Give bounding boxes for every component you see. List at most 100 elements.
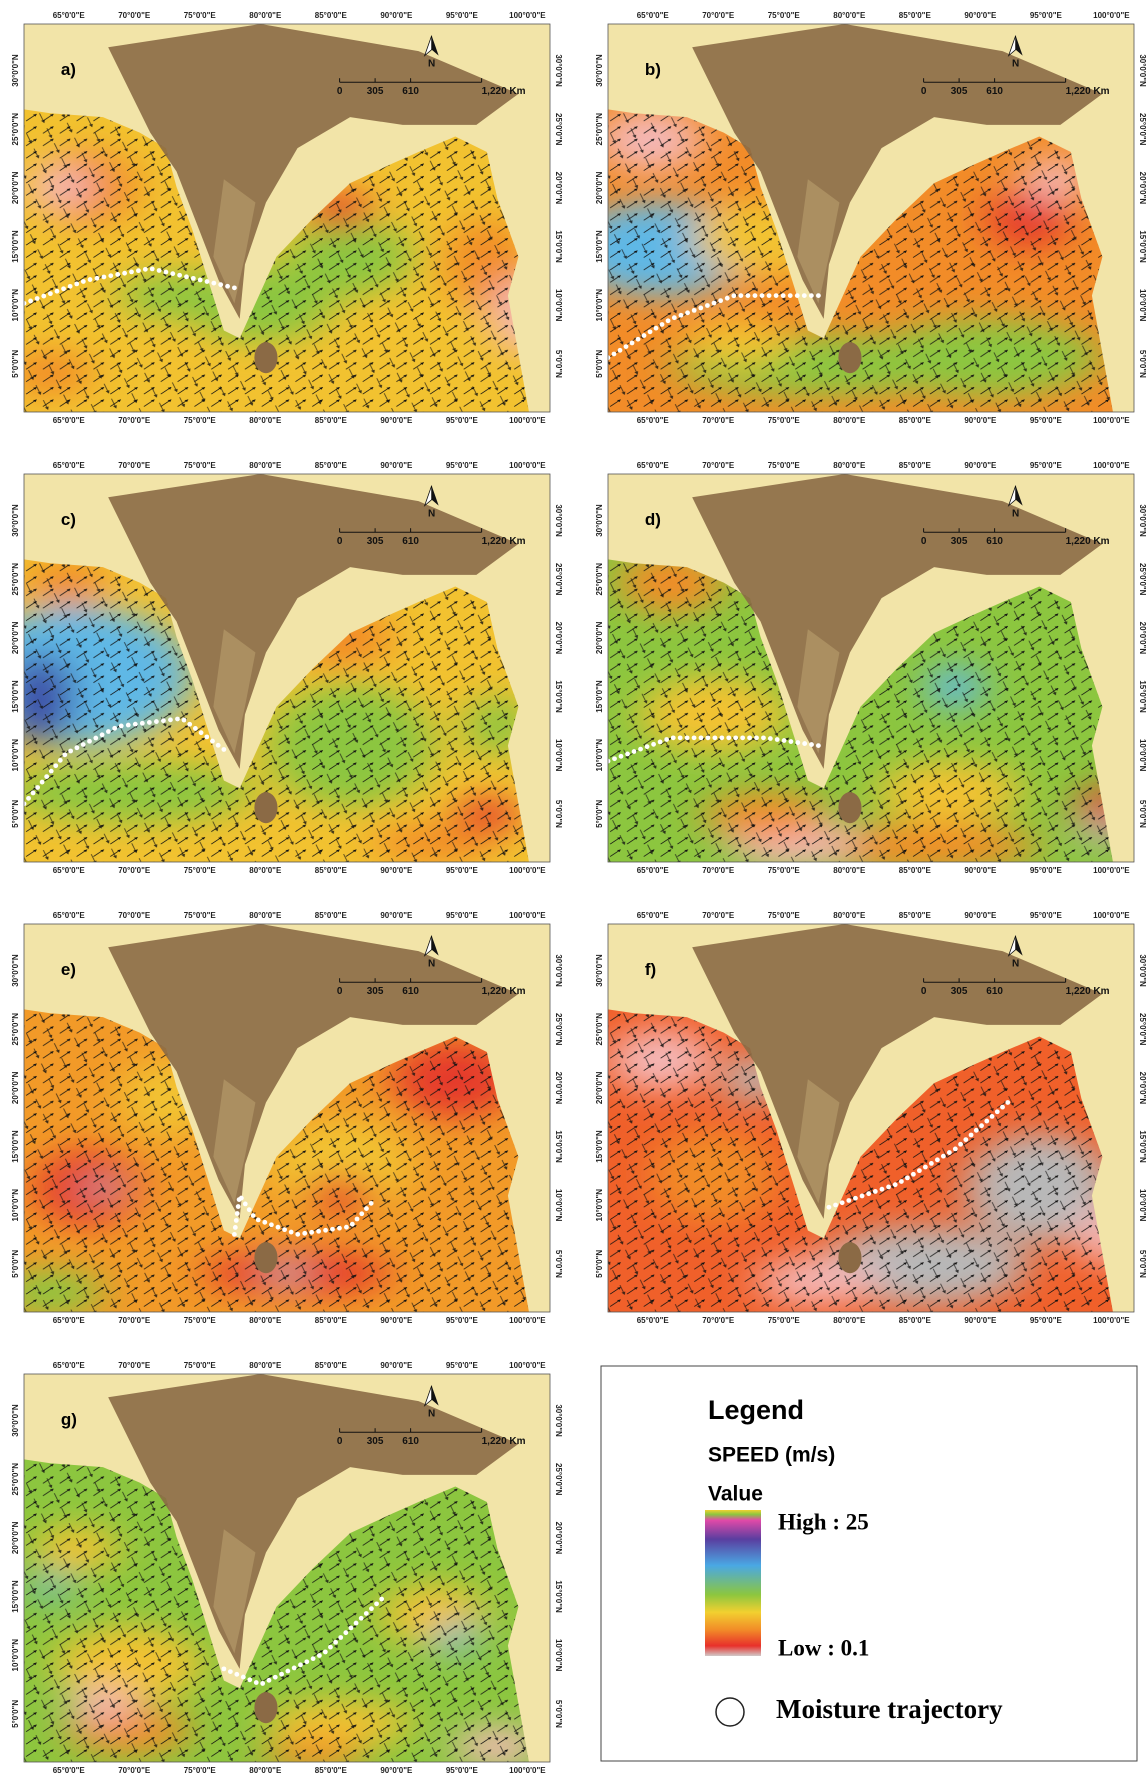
lat-label: 10°0'0"N [554, 1189, 563, 1222]
trajectory-dot [1005, 1100, 1010, 1105]
lat-label: 30°0'0"N [11, 1404, 20, 1437]
trajectory-dot [210, 739, 215, 744]
trajectory-dot [330, 1227, 335, 1232]
trajectory-dot [61, 286, 66, 291]
lat-label: 15°0'0"N [1138, 680, 1147, 713]
trajectory-dot [221, 1666, 226, 1671]
page: {"axes": {"lon_labels": ["65°0'0\"E", "7… [0, 0, 1148, 1785]
lat-label: 25°0'0"N [1138, 1013, 1147, 1046]
trajectory-dot [738, 293, 743, 298]
lat-label: 5°0'0"N [11, 350, 20, 378]
trajectory-dot [338, 1635, 343, 1640]
lon-label: 85°0'0"E [315, 416, 348, 425]
trajectory-dot [251, 1213, 256, 1218]
trajectory-dot [893, 1182, 898, 1187]
panel-label: b) [645, 60, 661, 79]
lat-label: 15°0'0"N [11, 230, 20, 263]
lat-label: 15°0'0"N [554, 680, 563, 713]
lat-label: 25°0'0"N [595, 1013, 604, 1046]
lat-label: 10°0'0"N [1138, 1189, 1147, 1222]
trajectory-dot [974, 1128, 979, 1133]
trajectory-dot [969, 1133, 974, 1138]
lat-label: 5°0'0"N [554, 1250, 563, 1278]
trajectory-dot [685, 735, 690, 740]
lat-label: 5°0'0"N [11, 800, 20, 828]
trajectory-dot [35, 785, 40, 790]
scale-label: 1,220 Km [482, 1436, 526, 1447]
lon-label: 75°0'0"E [184, 1316, 217, 1325]
lat-label: 25°0'0"N [1138, 113, 1147, 146]
panel-label: f) [645, 960, 656, 979]
lon-label: 100°0'0"E [1093, 911, 1130, 920]
trajectory-dot [899, 1179, 904, 1184]
trajectory-dot [108, 273, 113, 278]
lon-label: 65°0'0"E [637, 866, 670, 875]
trajectory-dot [886, 1185, 891, 1190]
lon-label: 75°0'0"E [768, 11, 801, 20]
trajectory-dot [364, 1611, 369, 1616]
trajectory-dot [911, 1172, 916, 1177]
scale-label: 305 [367, 986, 384, 997]
lat-label: 30°0'0"N [595, 954, 604, 987]
trajectory-dot [963, 1137, 968, 1142]
color-ramp [705, 1510, 761, 1656]
trajectory-dot [774, 293, 779, 298]
north-label: N [428, 1408, 435, 1419]
trajectory-dot [747, 735, 752, 740]
lat-label: 10°0'0"N [1138, 289, 1147, 322]
trajectory-dot [88, 277, 93, 282]
lat-label: 10°0'0"N [554, 289, 563, 322]
trajectory-dot [1000, 1105, 1005, 1110]
trajectory-dot [28, 299, 33, 304]
lon-label: 100°0'0"E [509, 1361, 546, 1370]
lat-label: 15°0'0"N [11, 1130, 20, 1163]
lon-label: 80°0'0"E [833, 11, 866, 20]
sri-lanka [838, 792, 861, 823]
lon-label: 95°0'0"E [1030, 911, 1063, 920]
lat-label: 25°0'0"N [11, 113, 20, 146]
lat-label: 10°0'0"N [1138, 739, 1147, 772]
lat-label: 25°0'0"N [554, 1013, 563, 1046]
lat-label: 25°0'0"N [11, 1463, 20, 1496]
panel-label: a) [61, 60, 76, 79]
trajectory-dot [905, 1175, 910, 1180]
north-label: N [428, 58, 435, 69]
lat-label: 10°0'0"N [595, 739, 604, 772]
lon-label: 65°0'0"E [53, 1316, 86, 1325]
trajectory-dot [795, 293, 800, 298]
trajectory-dot [298, 1662, 303, 1667]
trajectory-dot [328, 1645, 333, 1650]
trajectory-dot [285, 1669, 290, 1674]
trajectory-dot [833, 1203, 838, 1208]
trajectory-dot [112, 726, 117, 731]
trajectory-dot [168, 717, 173, 722]
lat-label: 5°0'0"N [554, 1700, 563, 1728]
lat-label: 30°0'0"N [595, 504, 604, 537]
trajectory-dot [129, 269, 134, 274]
lon-label: 85°0'0"E [315, 911, 348, 920]
scale-label: 0 [921, 986, 927, 997]
lon-label: 70°0'0"E [118, 1316, 151, 1325]
trajectory-dot [671, 735, 676, 740]
lat-label: 30°0'0"N [11, 54, 20, 87]
lon-label: 80°0'0"E [249, 1766, 282, 1775]
trajectory-dot [374, 1601, 379, 1606]
scale-label: 305 [951, 86, 968, 97]
trajectory-dot [218, 282, 223, 287]
trajectory-dot [636, 337, 641, 342]
trajectory-dot [81, 279, 86, 284]
trajectory-dot [666, 318, 671, 323]
lon-label: 65°0'0"E [637, 1316, 670, 1325]
trajectory-dot [740, 735, 745, 740]
lon-label: 65°0'0"E [53, 1361, 86, 1370]
trajectory-dot [260, 1681, 265, 1686]
scale-label: 610 [402, 536, 419, 547]
trajectory-dot [705, 303, 710, 308]
scale-label: 1,220 Km [1066, 86, 1110, 97]
lon-label: 100°0'0"E [509, 416, 546, 425]
lon-label: 95°0'0"E [1030, 866, 1063, 875]
lat-label: 15°0'0"N [595, 230, 604, 263]
trajectory-dot [840, 1200, 845, 1205]
trajectory-dot [333, 1640, 338, 1645]
trajectory-dot [658, 740, 663, 745]
